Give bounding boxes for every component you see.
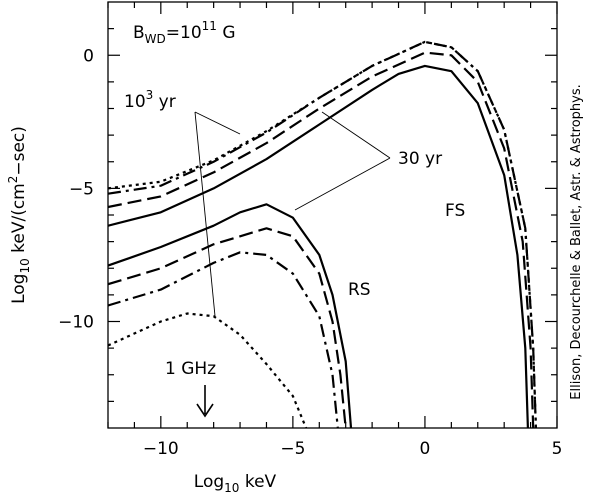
pointer-line [194, 111, 391, 317]
y-axis-label: Log10 keV/(cm2−sec) [6, 126, 32, 304]
line-series [108, 64, 529, 428]
line-series [108, 203, 353, 428]
line-series [108, 40, 537, 428]
line-series [108, 227, 347, 428]
annotation: 103 yr [124, 88, 176, 112]
y-tick-label: −10 [58, 313, 94, 333]
line-series [108, 51, 535, 428]
x-tick-label: 5 [552, 439, 563, 459]
annotation: 30 yr [398, 149, 442, 169]
x-tick-label: −5 [280, 439, 305, 459]
arrow [196, 385, 214, 418]
annotation: 1 GHz [165, 359, 216, 379]
line-series [108, 40, 537, 428]
line-series [108, 312, 308, 428]
annotation: RS [348, 280, 371, 300]
x-axis-label: Log10 keV [194, 472, 277, 495]
credit: Ellison, Decourchelle & Ballet, Astr. & … [569, 84, 584, 399]
annotation: FS [445, 201, 465, 221]
y-tick-label: −5 [69, 179, 94, 199]
x-tick-label: 0 [420, 439, 431, 459]
annotation: BWD=1011 G [133, 19, 236, 46]
x-tick-label: −10 [143, 439, 179, 459]
line-series [108, 251, 339, 428]
y-tick-label: 0 [83, 46, 94, 66]
